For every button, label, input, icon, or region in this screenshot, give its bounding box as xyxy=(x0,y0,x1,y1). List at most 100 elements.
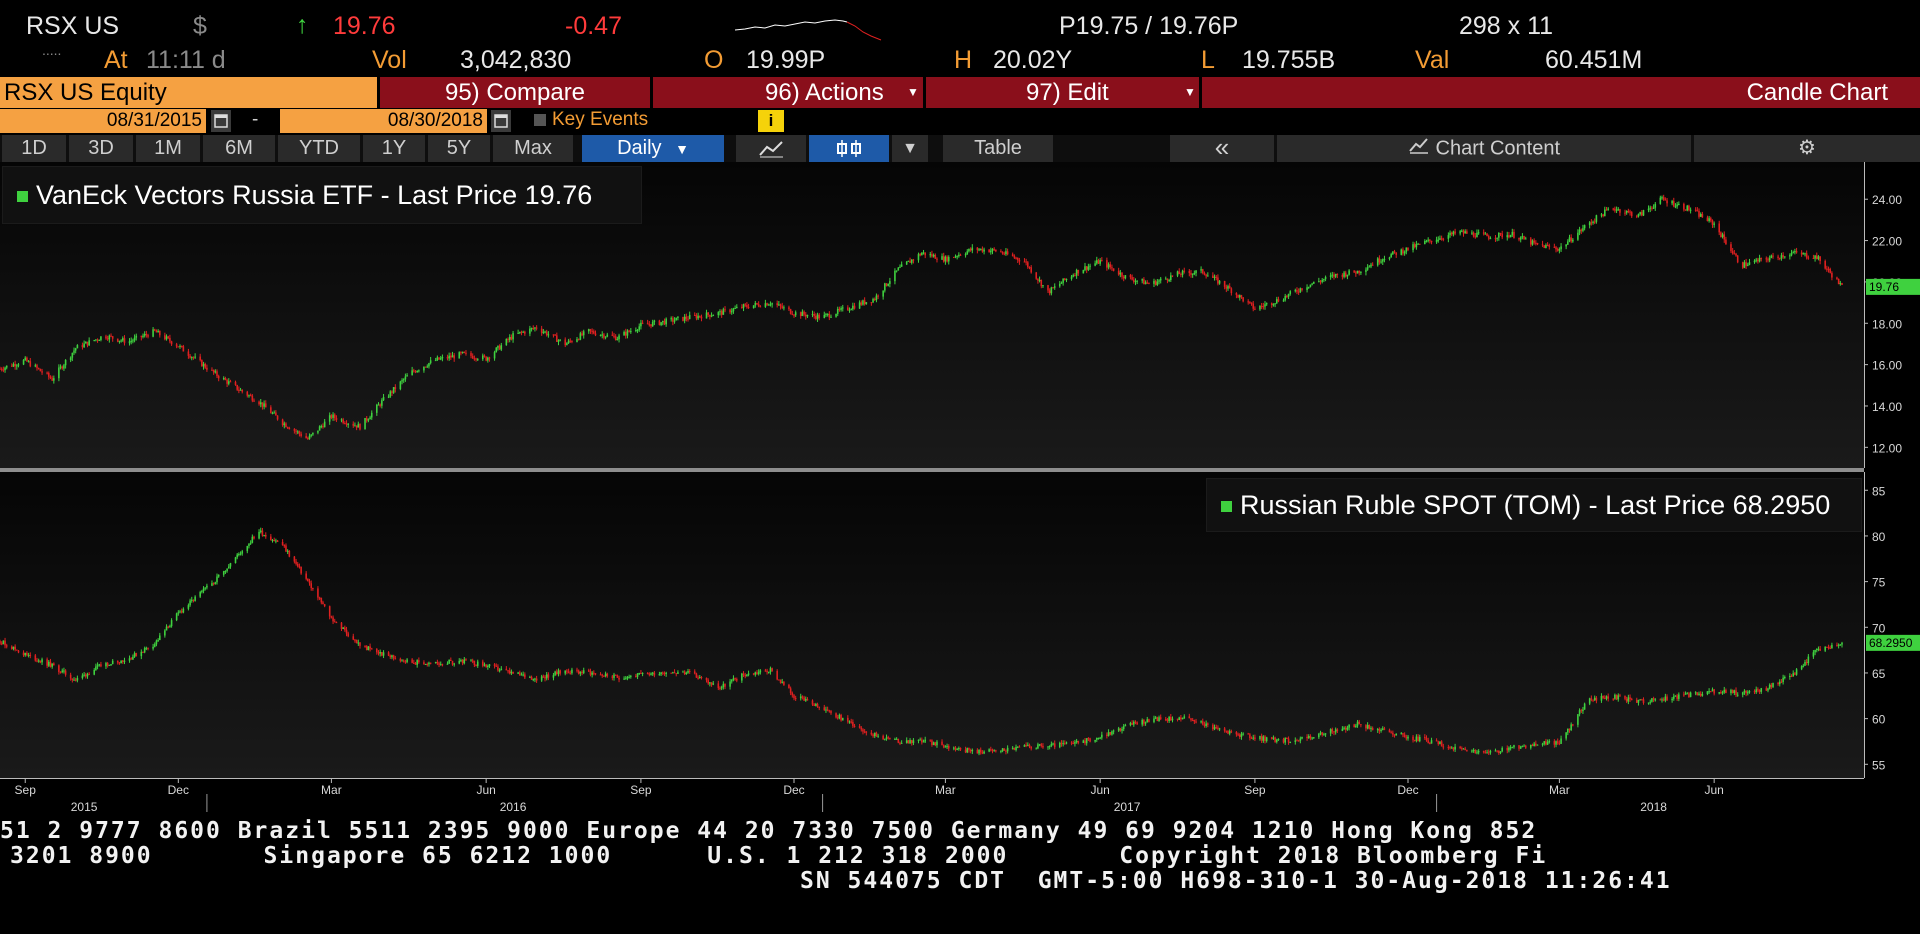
candle-body xyxy=(1425,737,1428,741)
x-tick-label: Dec xyxy=(1397,783,1418,797)
candle-body xyxy=(1341,274,1344,277)
candle-icon[interactable] xyxy=(809,135,889,162)
collapse-icon[interactable]: « xyxy=(1170,134,1274,162)
key-events-checkbox[interactable] xyxy=(534,114,546,126)
candle-body xyxy=(76,345,79,349)
chart-content-button[interactable]: Chart Content xyxy=(1277,135,1691,162)
line-chart-icon[interactable] xyxy=(736,135,806,162)
candle-body xyxy=(1735,690,1737,695)
candle-body xyxy=(352,423,355,426)
candle-body xyxy=(1590,698,1593,700)
edit-menu[interactable]: 97) Edit ▼ xyxy=(926,77,1199,108)
tab-6m[interactable]: 6M xyxy=(203,135,275,162)
candle-body xyxy=(1450,747,1453,749)
end-date-field[interactable]: 08/30/2018 xyxy=(280,109,487,133)
candle-body xyxy=(720,311,723,315)
candle-body xyxy=(756,672,758,674)
candle-body xyxy=(517,332,519,334)
candle-body xyxy=(1464,231,1466,234)
candle-body xyxy=(626,330,629,336)
tab-1d[interactable]: 1D xyxy=(2,135,66,162)
candle-body xyxy=(330,415,333,418)
candle-body xyxy=(1780,681,1783,683)
candle-body xyxy=(1696,210,1699,212)
candle-body xyxy=(1688,693,1690,698)
candle-body xyxy=(305,436,307,439)
info-icon[interactable]: i xyxy=(758,110,784,132)
candle-body xyxy=(530,676,533,680)
security-field[interactable]: RSX US Equity xyxy=(0,77,377,108)
candle-body xyxy=(1535,242,1537,244)
candle-body xyxy=(1193,273,1196,275)
candle-body xyxy=(1689,692,1692,698)
ruble-legend[interactable]: Russian Ruble SPOT (TOM) - Last Price 68… xyxy=(1206,478,1862,532)
candle-body xyxy=(436,357,439,361)
candle-body xyxy=(576,339,578,342)
candle-body xyxy=(811,314,814,316)
candle-body xyxy=(1768,257,1771,261)
key-events-label[interactable]: Key Events xyxy=(552,109,649,130)
tab-3d[interactable]: 3D xyxy=(69,135,133,162)
etf-candle-chart[interactable] xyxy=(0,162,1864,468)
candle-body xyxy=(946,256,948,262)
candle-body xyxy=(1701,694,1704,696)
candle-body xyxy=(1018,746,1021,748)
candle-body xyxy=(182,346,185,352)
candle-body xyxy=(909,740,911,744)
candle-body xyxy=(1758,257,1761,262)
candle-body xyxy=(1630,212,1633,217)
candle-body xyxy=(1270,303,1273,306)
chart-type-title[interactable]: Candle Chart xyxy=(1202,77,1920,108)
candle-body xyxy=(778,304,780,306)
calendar-icon[interactable] xyxy=(491,110,511,132)
candle-body xyxy=(581,671,583,674)
tab-ytd[interactable]: YTD xyxy=(278,135,360,162)
ticker-symbol[interactable]: RSX US xyxy=(26,12,120,40)
candle-body xyxy=(1218,728,1221,730)
candle-body xyxy=(744,304,747,306)
candle-body xyxy=(10,365,13,367)
candle-body xyxy=(165,626,168,631)
start-date-field[interactable]: 08/31/2015 xyxy=(0,109,206,133)
candle-body xyxy=(697,315,699,319)
etf-legend[interactable]: VanEck Vectors Russia ETF - Last Price 1… xyxy=(2,166,642,224)
volume-label: Vol xyxy=(372,46,407,74)
candle-body xyxy=(1129,722,1132,726)
candle-body xyxy=(465,659,467,661)
frequency-dropdown[interactable]: Daily ▼ xyxy=(582,135,724,162)
candle-body xyxy=(1247,733,1249,735)
candle-body xyxy=(414,371,417,373)
candle-body xyxy=(1662,699,1665,701)
compare-button[interactable]: 95) Compare xyxy=(380,77,650,108)
candle-body xyxy=(165,336,168,340)
candle-body xyxy=(1553,741,1556,745)
tab-5y[interactable]: 5Y xyxy=(428,135,490,162)
candle-body xyxy=(143,648,146,653)
candle-body xyxy=(76,678,79,681)
candle-body xyxy=(589,329,592,331)
candle-body xyxy=(1023,745,1026,747)
actions-menu[interactable]: 96) Actions ▼ xyxy=(653,77,923,108)
candle-body xyxy=(524,674,526,678)
tab-1m[interactable]: 1M xyxy=(136,135,200,162)
calendar-icon[interactable] xyxy=(211,110,231,132)
table-button[interactable]: Table xyxy=(943,135,1053,162)
ruble-candle-chart[interactable] xyxy=(0,472,1864,778)
candle-body xyxy=(510,336,513,340)
candle-body xyxy=(170,620,173,627)
tab-1y[interactable]: 1Y xyxy=(363,135,425,162)
candle-body xyxy=(646,673,649,675)
candle-body xyxy=(1767,259,1769,261)
candle-body xyxy=(1753,691,1756,693)
candle-body xyxy=(1442,238,1445,240)
candle-body xyxy=(589,671,592,675)
candle-body xyxy=(1282,738,1285,743)
candle-body xyxy=(895,738,898,740)
candle-body xyxy=(1011,254,1014,257)
panel-divider[interactable] xyxy=(0,468,1864,472)
candle-body xyxy=(1474,236,1477,238)
chart-style-dropdown-icon[interactable]: ▼ xyxy=(892,135,928,162)
gear-icon[interactable]: ⚙ xyxy=(1694,135,1920,162)
tab-max[interactable]: Max xyxy=(493,135,573,162)
candle-body xyxy=(682,316,684,321)
